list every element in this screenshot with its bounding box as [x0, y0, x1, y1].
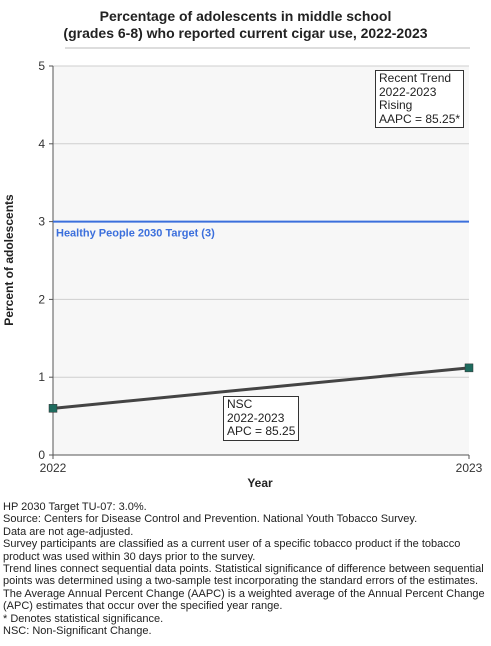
- series-line: [52, 366, 470, 410]
- target-label: Healthy People 2030 Target (3): [56, 228, 215, 240]
- y-tick-label: 4: [38, 137, 45, 151]
- y-tick-label: 0: [38, 448, 45, 462]
- y-tick-label: 2: [38, 292, 45, 306]
- data-point: [48, 404, 58, 413]
- segment-annotation-line: NSC: [227, 397, 253, 411]
- trend-annotation-line: AAPC = 85.25*: [379, 111, 461, 126]
- footnotes: HP 2030 Target TU-07: 3.0%. Source: Cent…: [3, 501, 489, 637]
- chart-svg: 0 1 2 3 4 5 2022 2023 Healthy People 2030 Targe…: [2, 47, 483, 490]
- x-axis-label: Year: [247, 476, 273, 490]
- x-tick-label: 2022: [40, 461, 67, 475]
- series-layer: [48, 363, 474, 413]
- y-tick-label: 3: [38, 215, 45, 229]
- footnote: * Denotes statistical significance.: [3, 612, 164, 625]
- segment-annotation-line: APC = 85.25: [227, 424, 296, 438]
- data-point: [464, 363, 474, 373]
- footnote: NSC: Non-Significant Change.: [3, 625, 152, 638]
- footnote: Trend lines connect sequential data poin…: [3, 563, 484, 588]
- target-layer: Healthy People 2030 Target (3): [53, 220, 469, 240]
- footnote: The Average Annual Percent Change (AAPC)…: [3, 587, 485, 613]
- segment-annotation-line: 2022-2023: [227, 410, 285, 425]
- trend-annotation-line: Rising: [379, 98, 413, 112]
- trend-annotation-box: Recent Trend 2022-2023 Rising AAPC = 85.…: [375, 70, 465, 128]
- segment-annotation-box: NSC 2022-2023 APC = 85.25: [223, 396, 300, 441]
- footnote: Survey participants are classified as a …: [3, 538, 461, 563]
- x-tick-label: 2023: [456, 461, 483, 475]
- footnote: Data are not age-adjusted.: [3, 525, 134, 538]
- chart-title-line-2: (grades 6-8) who reported current cigar …: [63, 25, 428, 41]
- footnote: Source: Centers for Disease Control and …: [3, 513, 418, 526]
- y-tick-label: 5: [38, 59, 45, 73]
- trend-annotation-line: 2022-2023: [379, 84, 437, 99]
- chart-title-line-1: Percentage of adolescents in middle scho…: [99, 8, 392, 24]
- y-axis-label: Percent of adolescents: [2, 194, 16, 326]
- plot-area: [53, 66, 469, 455]
- y-tick-label: 1: [38, 370, 45, 384]
- axis-layer: 0 1 2 3 4 5 2022 2023: [38, 59, 482, 475]
- footnote: HP 2030 Target TU-07: 3.0%.: [3, 501, 147, 513]
- trend-annotation-line: Recent Trend: [379, 71, 452, 85]
- chart-title: Percentage of adolescents in middle scho…: [0, 8, 491, 42]
